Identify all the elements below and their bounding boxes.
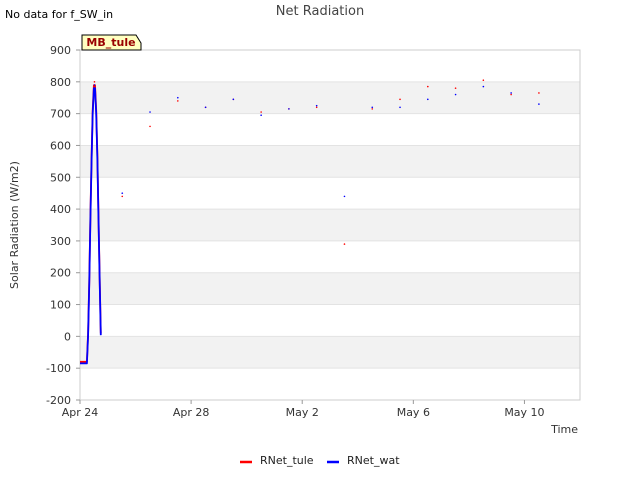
data-point-RNet_tule (510, 93, 512, 96)
y-axis-label: Solar Radiation (W/m2) (8, 161, 21, 289)
data-point-RNet_wat (482, 85, 485, 88)
x-tick-label: May 2 (286, 406, 319, 419)
chart-title: Net Radiation (276, 4, 364, 19)
data-point-RNet_tule (371, 108, 374, 110)
legend: RNet_tule RNet_wat (240, 454, 400, 467)
data-point-RNet_wat (371, 106, 374, 109)
grid-band (80, 336, 580, 369)
grid-band (80, 81, 580, 114)
y-tick-label: -100 (46, 362, 71, 375)
data-point-RNet_wat (343, 195, 346, 198)
data-point-RNet_wat (510, 92, 512, 94)
y-tick-label: 800 (50, 76, 71, 89)
x-axis: Apr 24 Apr 28 May 2 May 6 May 10 (62, 400, 545, 419)
data-point-RNet_wat (232, 98, 235, 101)
x-tick-label: Apr 28 (173, 406, 210, 419)
y-tick-label: 700 (50, 108, 71, 121)
legend-label: RNet_tule (260, 454, 314, 467)
data-point-RNet_wat (260, 114, 262, 117)
data-point-RNet_wat (149, 111, 151, 113)
data-point-RNet_wat (204, 106, 207, 109)
y-tick-label: 600 (50, 139, 71, 152)
legend-label: RNet_wat (347, 454, 400, 467)
data-point-RNet_tule (315, 106, 318, 109)
y-tick-label: 400 (50, 203, 71, 216)
y-tick-label: 0 (64, 330, 71, 343)
site-badge-shape (81, 34, 142, 51)
y-tick-label: 100 (50, 299, 71, 312)
x-tick-label: May 10 (504, 406, 544, 419)
y-tick-label: 900 (50, 44, 71, 57)
site-badge-label: MB_tule (86, 36, 135, 49)
y-axis: -200 -100 0 100 200 300 400 500 600 700 800 900 (46, 44, 80, 407)
data-point-RNet_wat (177, 96, 179, 99)
data-point-RNet_wat (288, 108, 290, 110)
grid-bands (80, 49, 580, 401)
plot-frame (79, 49, 581, 401)
data-point-RNet_wat (427, 98, 429, 101)
y-tick-label: 500 (50, 171, 71, 184)
grid-band (80, 145, 580, 178)
data-point-RNet_tule (149, 125, 151, 128)
x-tick-label: May 6 (397, 406, 430, 419)
x-tick-label: Apr 24 (62, 406, 99, 419)
grid-band (80, 209, 580, 241)
y-tick-label: -200 (46, 394, 71, 407)
data-point-RNet_tule (343, 243, 346, 245)
data-point-RNet_wat (121, 192, 124, 194)
data-point-RNet_tule (121, 195, 124, 198)
data-point-RNet_tule (177, 100, 179, 102)
data-point-RNet_wat (454, 93, 457, 96)
series-line-RNet_wat (80, 87, 102, 365)
data-point-RNet_tule (454, 87, 457, 89)
data-point-RNet_wat (93, 84, 96, 86)
data-point-RNet_tule (538, 92, 540, 94)
no-data-notice: No data for f_SW_in (5, 8, 114, 21)
grid-band (80, 272, 580, 305)
y-tick-label: 200 (50, 267, 71, 280)
data-point-RNet_tule (482, 79, 485, 82)
data-point-RNet_wat (399, 106, 401, 109)
series-layer (80, 79, 540, 365)
y-tick-label: 300 (50, 235, 71, 248)
data-point-RNet_wat (315, 104, 318, 107)
data-point-RNet_tule (93, 81, 96, 83)
data-point-RNet_tule (427, 85, 429, 88)
site-badge: MB_tule (81, 34, 142, 51)
data-point-RNet_tule (399, 98, 401, 101)
data-point-RNet_tule (260, 111, 262, 113)
x-axis-label: Time (550, 423, 578, 436)
data-point-RNet_wat (538, 103, 540, 105)
